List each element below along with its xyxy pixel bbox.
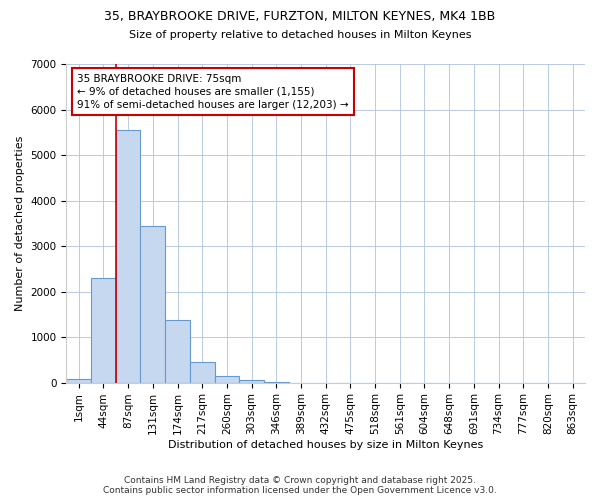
Y-axis label: Number of detached properties: Number of detached properties	[15, 136, 25, 311]
Text: Size of property relative to detached houses in Milton Keynes: Size of property relative to detached ho…	[129, 30, 471, 40]
Bar	[215, 376, 239, 382]
Bar	[165, 320, 190, 382]
Bar	[67, 380, 91, 382]
Text: 35 BRAYBROOKE DRIVE: 75sqm
← 9% of detached houses are smaller (1,155)
91% of se: 35 BRAYBROOKE DRIVE: 75sqm ← 9% of detac…	[77, 74, 349, 110]
Text: Contains HM Land Registry data © Crown copyright and database right 2025.
Contai: Contains HM Land Registry data © Crown c…	[103, 476, 497, 495]
Text: 35, BRAYBROOKE DRIVE, FURZTON, MILTON KEYNES, MK4 1BB: 35, BRAYBROOKE DRIVE, FURZTON, MILTON KE…	[104, 10, 496, 23]
Bar	[239, 380, 264, 382]
Bar	[140, 226, 165, 382]
Bar	[190, 362, 215, 382]
Bar	[91, 278, 116, 382]
X-axis label: Distribution of detached houses by size in Milton Keynes: Distribution of detached houses by size …	[168, 440, 484, 450]
Bar	[116, 130, 140, 382]
